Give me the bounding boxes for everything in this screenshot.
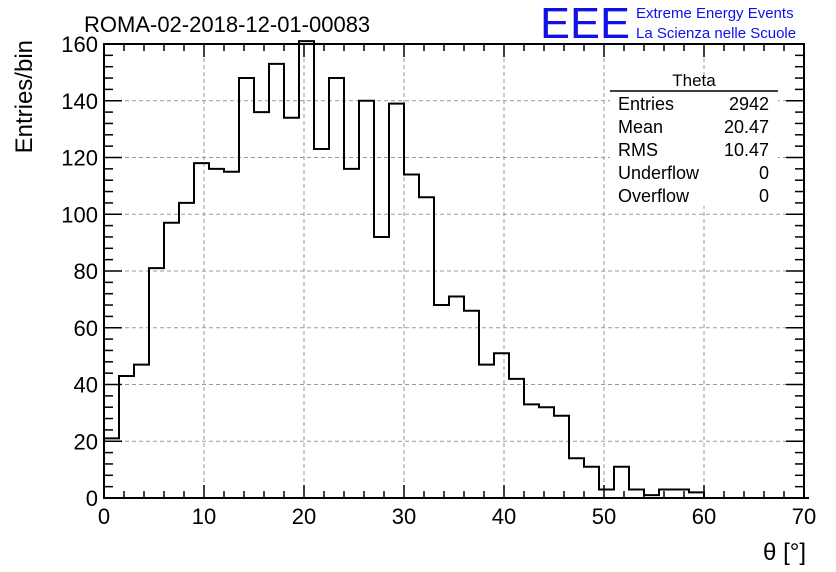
x-tick-label: 10 (192, 504, 216, 529)
histogram-bin (404, 175, 419, 498)
histogram-bin (494, 353, 509, 498)
histogram-bin (629, 489, 644, 498)
y-tick-label: 20 (74, 429, 98, 454)
x-tick-label: 30 (392, 504, 416, 529)
eee-logo-line1: Extreme Energy Events (636, 5, 794, 22)
histogram-bin (464, 311, 479, 498)
y-tick-label: 80 (74, 259, 98, 284)
y-axis: 0 20 40 60 80 100 120 140 160 (61, 32, 804, 511)
x-tick-label: 40 (492, 504, 516, 529)
x-tick-label: 0 (98, 504, 110, 529)
stats-value: 2942 (729, 94, 769, 114)
histogram-bin (614, 467, 629, 498)
y-tick-label: 160 (61, 32, 98, 57)
x-tick-label: 20 (292, 504, 316, 529)
histogram-bin (374, 237, 389, 498)
stats-label: Entries (618, 94, 674, 114)
eee-logo: EEE Extreme Energy Events La Scienza nel… (540, 0, 796, 48)
stats-value: 0 (759, 186, 769, 206)
y-tick-label: 100 (61, 202, 98, 227)
stats-title: Theta (672, 71, 716, 90)
histogram-bin (164, 223, 179, 498)
histogram-bin (584, 467, 599, 498)
stats-value: 0 (759, 163, 769, 183)
histogram-bin (329, 78, 344, 498)
histogram-bin (239, 78, 254, 498)
x-tick-label: 70 (792, 504, 816, 529)
histogram-bin (659, 489, 674, 498)
histogram-bin (419, 197, 434, 498)
histogram-bin (179, 203, 194, 498)
histogram-bin (194, 163, 209, 498)
histogram-bin (269, 64, 284, 498)
stats-label: Overflow (618, 186, 690, 206)
histogram-bin (359, 101, 374, 498)
histogram-bin (299, 41, 314, 498)
y-tick-label: 0 (86, 486, 98, 511)
histogram-bin (314, 149, 329, 498)
y-tick-label: 140 (61, 89, 98, 114)
histogram-bin (119, 376, 134, 498)
histogram-bin (674, 489, 689, 498)
x-tick-label: 50 (592, 504, 616, 529)
histogram-bin (224, 172, 239, 498)
y-tick-label: 40 (74, 373, 98, 398)
histogram-bin (149, 268, 164, 498)
stats-value: 10.47 (724, 140, 769, 160)
x-axis-label: θ [°] (763, 539, 806, 566)
y-axis-label: Entries/bin (11, 40, 38, 153)
histogram-bin (134, 365, 149, 498)
histogram-bin (254, 112, 269, 498)
eee-logo-mark: EEE (540, 0, 630, 48)
histogram-bin (434, 305, 449, 498)
histogram-bin (599, 489, 614, 498)
histogram-bin (209, 169, 224, 498)
stats-box: Theta Entries 2942 Mean 20.47 RMS 10.47 Underf… (610, 71, 778, 206)
y-tick-label: 60 (74, 316, 98, 341)
histogram-bin (539, 407, 554, 498)
x-tick-label: 60 (692, 504, 716, 529)
histogram-bin (479, 365, 494, 498)
histogram-bin (449, 297, 464, 498)
histogram-bin (104, 438, 119, 498)
chart-title: ROMA-02-2018-12-01-00083 (84, 12, 370, 37)
histogram-bin (284, 118, 299, 498)
histogram-bin (344, 169, 359, 498)
histogram-bin (524, 404, 539, 498)
stats-label: Mean (618, 117, 663, 137)
histogram-bin (569, 458, 584, 498)
stats-value: 20.47 (724, 117, 769, 137)
stats-label: Underflow (618, 163, 700, 183)
histogram-bin (509, 379, 524, 498)
histogram-bin (389, 104, 404, 498)
stats-label: RMS (618, 140, 658, 160)
y-tick-label: 120 (61, 146, 98, 171)
histogram-bin (554, 416, 569, 498)
x-axis: 0 10 20 30 40 50 60 70 (98, 44, 816, 529)
eee-logo-line2: La Scienza nelle Scuole (636, 25, 796, 42)
